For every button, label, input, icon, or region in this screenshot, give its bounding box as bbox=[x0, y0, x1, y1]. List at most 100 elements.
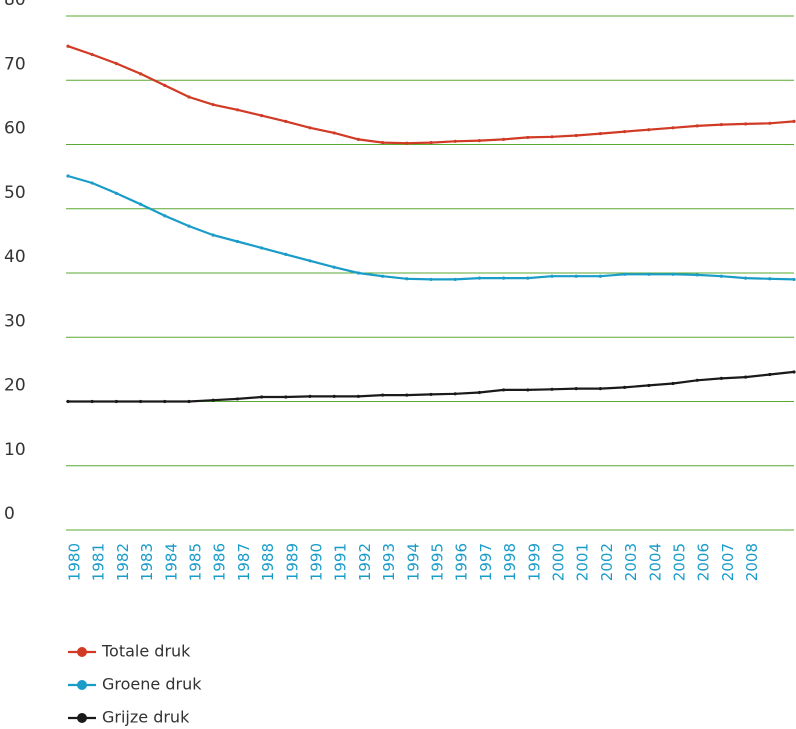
data-point bbox=[768, 277, 772, 281]
y-tick-label: 20 bbox=[4, 376, 26, 396]
x-tick-label: 1993 bbox=[380, 543, 398, 581]
data-point bbox=[405, 141, 409, 145]
x-tick-label: 1990 bbox=[308, 543, 326, 581]
data-point bbox=[719, 376, 724, 380]
data-point bbox=[526, 276, 530, 280]
data-point bbox=[695, 378, 699, 382]
data-point bbox=[502, 276, 506, 280]
data-point bbox=[260, 395, 264, 399]
x-tick-label: 1991 bbox=[332, 543, 350, 581]
x-tick-label: 2007 bbox=[719, 543, 737, 581]
data-point bbox=[623, 272, 627, 276]
data-point bbox=[139, 72, 143, 76]
legend-marker bbox=[77, 647, 87, 657]
data-point bbox=[284, 252, 288, 256]
data-point bbox=[114, 191, 118, 195]
data-point bbox=[381, 140, 385, 145]
data-point bbox=[671, 381, 675, 386]
data-point bbox=[768, 121, 772, 125]
data-point bbox=[792, 119, 796, 123]
data-point bbox=[211, 103, 215, 107]
data-point bbox=[502, 388, 506, 392]
x-tick-label: 2008 bbox=[743, 543, 761, 581]
data-point bbox=[187, 224, 191, 228]
data-point bbox=[429, 140, 433, 145]
legend-label: Totale druk bbox=[101, 642, 191, 661]
data-point bbox=[526, 388, 530, 392]
series-line bbox=[67, 174, 795, 281]
x-tick-label: 2001 bbox=[574, 543, 592, 581]
x-tick-label: 2004 bbox=[646, 543, 664, 581]
data-point bbox=[284, 395, 288, 399]
data-point bbox=[477, 276, 481, 280]
x-tick-label: 1988 bbox=[259, 543, 277, 581]
x-tick-label: 2002 bbox=[598, 543, 616, 581]
data-point bbox=[66, 174, 70, 178]
data-point bbox=[332, 131, 336, 135]
x-tick-label: 1996 bbox=[453, 543, 471, 581]
x-tick-label: 1985 bbox=[187, 543, 205, 581]
data-point bbox=[163, 399, 167, 404]
x-tick-label: 1989 bbox=[283, 543, 301, 581]
data-point bbox=[574, 274, 578, 278]
x-tick-label: 1995 bbox=[429, 543, 447, 581]
data-point bbox=[598, 131, 603, 136]
data-point bbox=[260, 113, 264, 118]
data-point bbox=[792, 277, 796, 282]
x-tick-label: 1983 bbox=[138, 543, 156, 581]
legend-label: Grijze druk bbox=[102, 708, 190, 727]
data-point bbox=[574, 387, 578, 391]
data-point bbox=[719, 274, 724, 278]
data-point bbox=[647, 383, 651, 388]
data-point bbox=[356, 271, 360, 275]
x-tick-label: 1998 bbox=[501, 543, 519, 581]
data-point bbox=[308, 259, 312, 263]
data-point bbox=[502, 137, 506, 141]
x-tick-label: 1982 bbox=[114, 543, 132, 581]
y-tick-label: 30 bbox=[4, 311, 26, 331]
data-point bbox=[623, 130, 627, 134]
data-point bbox=[550, 387, 554, 391]
data-point bbox=[719, 122, 724, 127]
x-tick-label: 2006 bbox=[695, 543, 713, 581]
data-point bbox=[405, 277, 409, 281]
data-point bbox=[695, 124, 699, 128]
data-point bbox=[768, 372, 772, 377]
data-point bbox=[744, 375, 748, 379]
data-point bbox=[429, 392, 433, 397]
x-tick-label: 1994 bbox=[404, 543, 422, 581]
data-point bbox=[623, 385, 627, 389]
x-tick-label: 1981 bbox=[90, 543, 108, 581]
y-tick-label: 80 bbox=[4, 0, 26, 10]
data-point bbox=[526, 135, 530, 140]
x-tick-label: 1980 bbox=[66, 543, 84, 581]
data-point bbox=[90, 181, 94, 185]
x-tick-label: 1986 bbox=[211, 543, 229, 581]
x-tick-label: 1987 bbox=[235, 543, 253, 581]
series-line bbox=[68, 370, 795, 403]
x-tick-label: 1997 bbox=[477, 543, 495, 581]
data-point bbox=[284, 119, 288, 123]
data-point bbox=[647, 128, 651, 132]
y-tick-label: 10 bbox=[4, 440, 26, 460]
legend-label: Groene druk bbox=[102, 675, 202, 694]
data-point bbox=[114, 61, 118, 66]
data-point bbox=[744, 276, 748, 280]
data-point bbox=[235, 108, 239, 112]
data-point bbox=[574, 133, 578, 138]
data-point bbox=[356, 137, 360, 141]
data-point bbox=[260, 246, 264, 250]
data-point bbox=[356, 394, 360, 398]
data-point bbox=[66, 399, 70, 404]
data-point bbox=[695, 273, 699, 277]
legend-marker bbox=[77, 713, 87, 723]
data-point bbox=[139, 202, 143, 206]
data-point bbox=[235, 239, 239, 244]
data-point bbox=[647, 272, 651, 276]
data-point bbox=[598, 274, 603, 278]
data-point bbox=[90, 52, 94, 57]
data-point bbox=[114, 399, 118, 404]
data-point bbox=[550, 135, 554, 139]
y-tick-label: 70 bbox=[4, 54, 26, 74]
data-point bbox=[235, 397, 239, 401]
